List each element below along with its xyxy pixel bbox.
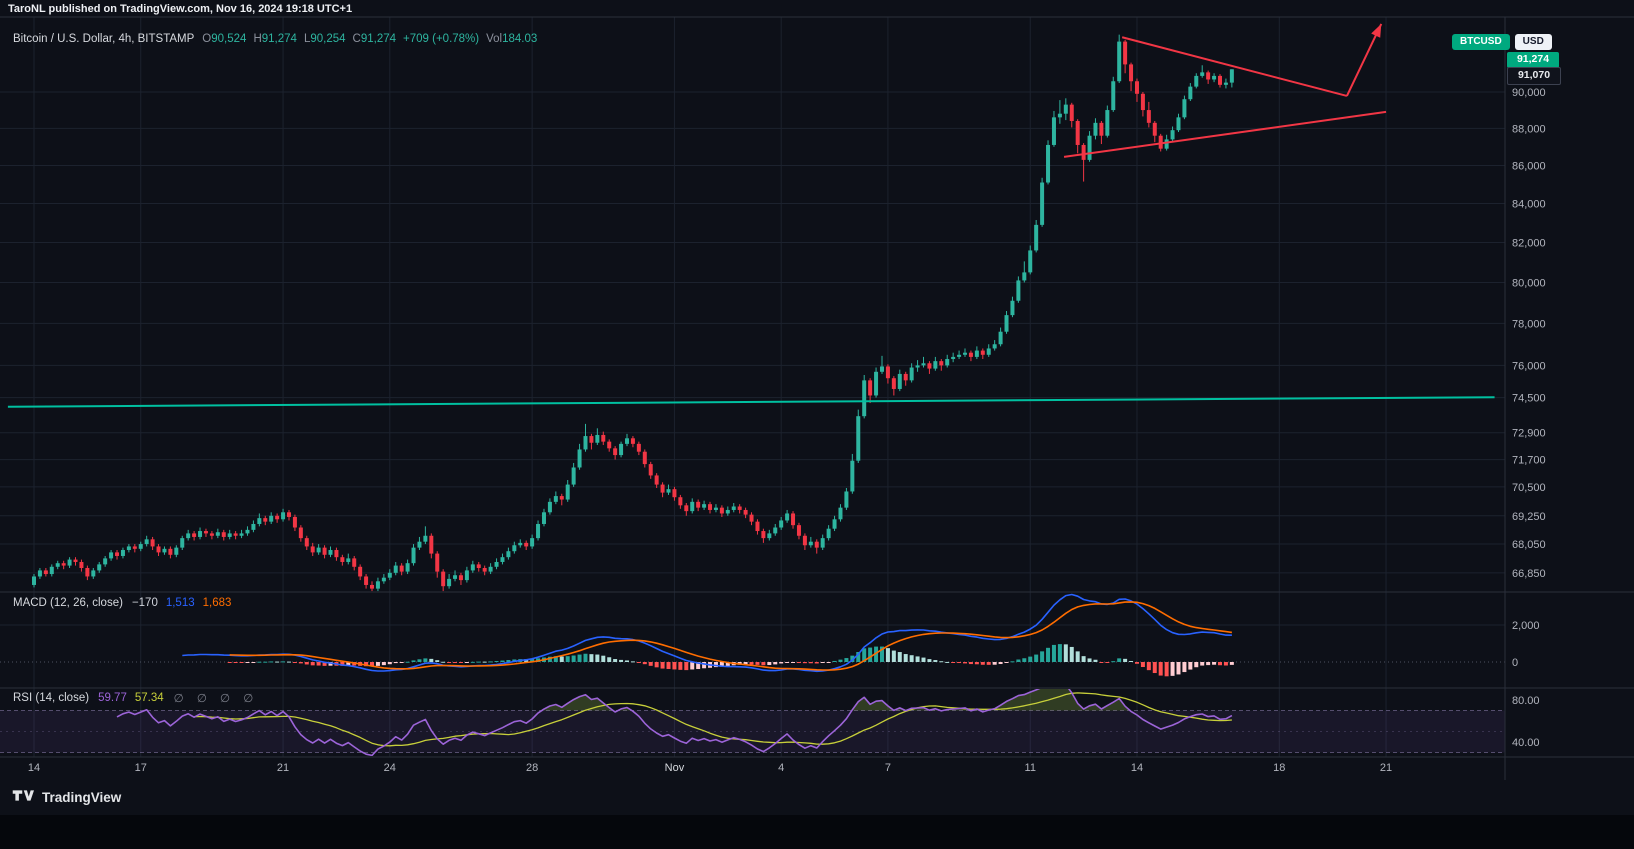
rsi-legend: RSI (14, close) 59.77 57.34 ∅ ∅ ∅ ∅ (13, 691, 258, 705)
attribution-text: TaroNL published on TradingView.com, Nov… (8, 2, 353, 15)
close-value: C91,274 (352, 33, 397, 45)
candles (32, 34, 1234, 592)
macd-tick-label: 0 (1512, 657, 1518, 669)
price-tick-label: 72,900 (1512, 428, 1546, 440)
axis-labels: 90,000 88,000 86,000 84,000 82,000 80,000 78,0… (28, 87, 1546, 774)
macd-line (182, 593, 1232, 673)
currency-button[interactable]: USD (1514, 34, 1552, 50)
attribution-bar: TaroNL published on TradingView.com, Nov… (0, 0, 1634, 17)
rsi-ma-line (194, 692, 1232, 747)
price-tick-label: 88,000 (1512, 123, 1546, 135)
price-tick-label: 84,000 (1512, 199, 1546, 211)
time-tick-label: 24 (384, 762, 396, 774)
main-legend: Bitcoin / U.S. Dollar, 4h, BITSTAMP O90,… (13, 33, 544, 45)
price-tick-label: 78,000 (1512, 318, 1546, 330)
time-tick-label: 14 (1131, 762, 1143, 774)
rsi-line (116, 689, 1233, 756)
support-trendline[interactable] (7, 396, 1495, 408)
pane-separators (0, 16, 1634, 780)
macd-line-value: 1,513 (165, 597, 195, 609)
time-tick-label: 21 (1380, 762, 1392, 774)
price-tick-label: 69,250 (1512, 511, 1546, 523)
macd-title[interactable]: MACD (12, 26, close) (13, 597, 123, 609)
bottom-strip (0, 815, 1634, 849)
chart-canvas[interactable]: 90,000 88,000 86,000 84,000 82,000 80,000 78,0… (0, 0, 1634, 815)
secondary-price-badge: 91,070 (1507, 67, 1561, 85)
rsi-tick-label: 40.00 (1512, 737, 1540, 749)
macd-signal-value: 1,683 (202, 597, 232, 609)
rsi-value: 59.77 (98, 692, 127, 704)
time-tick-label: 4 (778, 762, 784, 774)
price-tick-label: 86,000 (1512, 161, 1546, 173)
rsi-overbought-fill (117, 689, 1232, 711)
symbol-title[interactable]: Bitcoin / U.S. Dollar, 4h, BITSTAMP (13, 33, 195, 45)
change-value: +709 (+0.78%) (403, 33, 480, 45)
macd-legend: MACD (12, 26, close) −170 1,513 1,683 (13, 597, 231, 609)
rsi-title[interactable]: RSI (14, close) (13, 692, 90, 704)
time-tick-label: Nov (665, 762, 685, 774)
symbol-button[interactable]: BTCUSD (1452, 34, 1510, 50)
time-tick-label: 14 (28, 762, 40, 774)
price-tick-label: 68,050 (1512, 539, 1546, 551)
symbol-buttons: BTCUSD USD (1452, 34, 1552, 50)
price-tick-label: 82,000 (1512, 238, 1546, 250)
volume-value: Vol184.03 (486, 33, 538, 45)
high-value: H91,274 (253, 33, 297, 45)
price-tick-label: 90,000 (1512, 87, 1546, 99)
time-tick-label: 28 (526, 762, 538, 774)
breakout-arrow[interactable] (1345, 23, 1383, 97)
pennant-lower-line[interactable] (1063, 110, 1387, 158)
rsi-ma-value: 57.34 (134, 692, 164, 704)
open-value: O90,524 (202, 33, 247, 45)
grid (0, 17, 1505, 757)
time-tick-label: 21 (277, 762, 289, 774)
time-axis[interactable] (0, 757, 1505, 780)
price-tick-label: 74,500 (1512, 393, 1546, 405)
macd-tick-label: 2,000 (1512, 620, 1540, 632)
price-tick-label: 66,850 (1512, 568, 1546, 580)
macd-signal-line (229, 601, 1233, 671)
pennant-upper-line[interactable] (1121, 36, 1348, 97)
tradingview-logo-text[interactable]: TradingView (42, 790, 122, 805)
low-value: L90,254 (303, 33, 346, 45)
last-price-badge: 91,274 (1507, 52, 1559, 68)
rsi-empty-values: ∅ ∅ ∅ ∅ (173, 693, 259, 705)
time-tick-label: 17 (135, 762, 147, 774)
tradingview-logo-icon[interactable] (12, 789, 34, 807)
price-tick-label: 70,500 (1512, 482, 1546, 494)
rsi-tick-label: 80.00 (1512, 695, 1540, 707)
price-axis[interactable] (1505, 17, 1634, 757)
time-tick-label: 11 (1025, 762, 1036, 774)
price-tick-label: 80,000 (1512, 277, 1546, 289)
footer: TradingView (0, 780, 1517, 815)
price-tick-label: 71,700 (1512, 455, 1546, 467)
price-tick-label: 76,000 (1512, 360, 1546, 372)
macd-hist-value: −170 (131, 597, 158, 609)
time-tick-label: 7 (885, 762, 891, 774)
time-tick-label: 18 (1273, 762, 1285, 774)
